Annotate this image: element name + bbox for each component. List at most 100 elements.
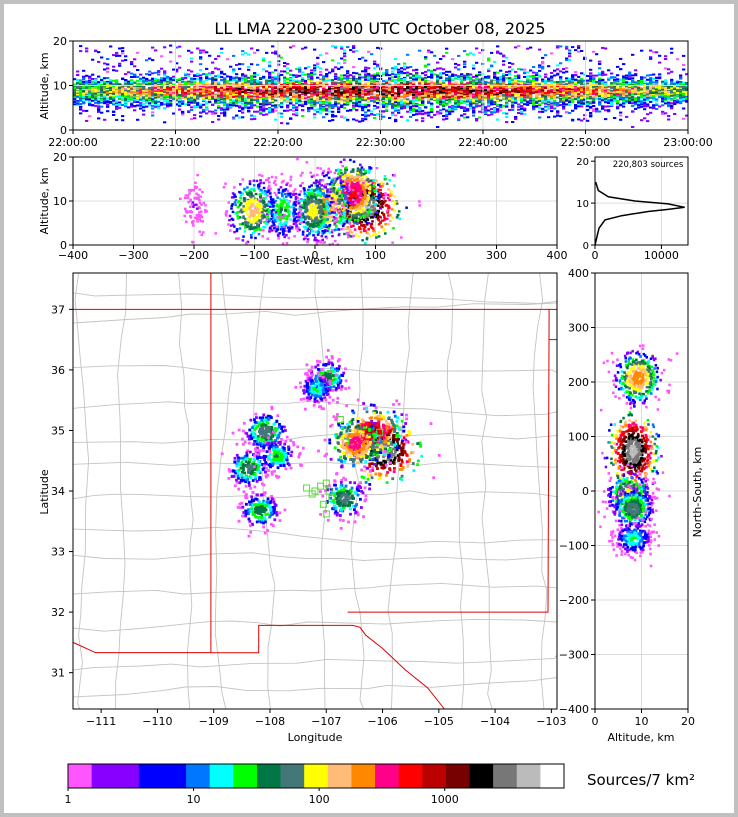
map-ytick-label: 35 [51, 424, 65, 437]
map-ytick-label: 34 [51, 485, 65, 498]
map-ytick-label: 32 [51, 606, 65, 619]
station-marker [322, 479, 330, 487]
map-xtick-label: −103 [536, 715, 566, 728]
ew-ylabel: Altitude, km [38, 167, 51, 234]
hist-ytick-label: 20 [576, 157, 589, 168]
station-marker [319, 500, 327, 508]
colorbar-tick-label: 1000 [431, 793, 459, 806]
state-boundaries [72, 273, 557, 710]
station-marker [328, 494, 336, 502]
time-xticks: 22:00:00 22:10:00 22:20:00 22:30:00 22:40:00… [48, 130, 713, 149]
ew-altitude-panel: Altitude, km East-West, km 0 10 20 −400 −30… [38, 151, 568, 267]
ns-density-field [597, 344, 679, 568]
ew-xtick-label: −300 [118, 249, 148, 262]
ew-yticks: 0 10 20 [53, 151, 73, 252]
map-xlabel: Longitude [288, 731, 343, 744]
ns-ytick-label: 100 [568, 431, 589, 444]
station-marker [373, 434, 381, 442]
time-ytick-label: 10 [53, 80, 67, 93]
station-marker [322, 510, 330, 518]
colorbar-cell [516, 764, 541, 788]
map-yticks: 31 32 33 34 35 36 37 [51, 303, 73, 680]
colorbar-cell [233, 764, 258, 788]
colorbar-cell [115, 764, 140, 788]
ns-xtick-label: 0 [592, 715, 599, 728]
hist-panel-border [594, 156, 689, 246]
colorbar-cell [138, 764, 163, 788]
colorbar-cell [327, 764, 352, 788]
ew-ytick-label: 10 [53, 195, 67, 208]
ew-xtick-label: 400 [547, 249, 568, 262]
altitude-histogram-panel: 220,803 sources 0 10 20 0 10000 [576, 156, 689, 262]
ew-xtick-label: −100 [239, 249, 269, 262]
map-ytick-label: 33 [51, 546, 65, 559]
ns-altitude-panel: Altitude, km North-South, km 40030020010… [559, 267, 704, 744]
colorbar-cell [256, 764, 281, 788]
histogram-curve [594, 181, 685, 246]
colorbar-cell [422, 764, 447, 788]
ns-ytick-label: 200 [568, 376, 589, 389]
ns-ytick-label: 400 [568, 267, 589, 280]
mexico-border [72, 641, 211, 654]
colorbar-cell [91, 764, 116, 788]
time-xtick-label: 22:40:00 [458, 136, 507, 149]
colorbar: 1 10 100 1000 Sources/7 km² [65, 763, 695, 806]
map-xtick-label: −106 [367, 715, 397, 728]
ns-xlabel: Altitude, km [607, 731, 674, 744]
time-xtick-label: 23:00:00 [663, 136, 712, 149]
ns-ytick-label: −200 [559, 594, 589, 607]
ns-ytick-label: 300 [568, 322, 589, 335]
time-ylabel: Altitude, km [38, 52, 51, 119]
ew-xticks: −400 −300 −200 −100 0 100 200 300 400 [58, 245, 568, 262]
station-marker [336, 416, 344, 423]
ns-ytick-label: −100 [559, 540, 589, 553]
time-xtick-label: 22:30:00 [356, 136, 405, 149]
map-xtick-label: −109 [199, 715, 229, 728]
lma-stations [303, 416, 384, 518]
map-xtick-label: −108 [255, 715, 285, 728]
time-ytick-label: 0 [60, 124, 67, 137]
map-xtick-label: −110 [142, 715, 172, 728]
map-xtick-label: −104 [480, 715, 510, 728]
colorbar-tick-label: 10 [187, 793, 201, 806]
time-altitude-panel: Altitude, km 0 10 20 22:00:00 22:10:00 22:20… [38, 35, 713, 149]
hist-xtick-label: 0 [592, 249, 599, 262]
station-marker [325, 487, 333, 495]
time-grid [73, 41, 688, 130]
ew-xtick-label: 300 [486, 249, 507, 262]
map-xtick-label: −111 [86, 715, 116, 728]
ew-xtick-label: 100 [365, 249, 386, 262]
colorbar-cell [493, 764, 518, 788]
colorbar-label: Sources/7 km² [587, 771, 695, 789]
hist-ytick-label: 10 [576, 199, 589, 210]
colorbar-cell [162, 764, 187, 788]
map-density-field [220, 349, 441, 538]
map-ylabel: Latitude [38, 469, 51, 515]
county-boundaries [72, 272, 558, 710]
map-xticks: −111 −110 −109 −108 −107 −106 −105 −104 −103 [86, 709, 566, 728]
hist-ytick-label: 0 [583, 241, 589, 252]
colorbar-cell [375, 764, 399, 788]
colorbar-cell [209, 764, 234, 788]
hist-grid [595, 157, 688, 245]
time-ytick-label: 20 [53, 35, 67, 48]
ew-xtick-label: 0 [312, 249, 319, 262]
ns-ylabel: North-South, km [691, 447, 704, 538]
ns-xtick-label: 20 [681, 715, 695, 728]
hist-xtick-label: 10000 [644, 249, 679, 262]
ns-yticks: 400 300 200 100 0 −100 −200 −300 −400 [559, 267, 595, 716]
lma-figure: LL LMA 2200-2300 UTC October 08, 2025 Al… [38, 19, 713, 806]
nm-west-south-border [210, 273, 445, 710]
ew-xtick-label: 200 [426, 249, 447, 262]
ew-xtick-label: −400 [58, 249, 88, 262]
time-xtick-label: 22:00:00 [48, 136, 97, 149]
colorbar-cell [351, 764, 376, 788]
figure-frame: LL LMA 2200-2300 UTC October 08, 2025 Al… [4, 4, 734, 813]
ew-xtick-label: −200 [179, 249, 209, 262]
station-marker [308, 490, 316, 498]
map-ytick-label: 31 [51, 667, 65, 680]
colorbar-cell [68, 764, 92, 788]
ns-xtick-label: 10 [635, 715, 649, 728]
colorbar-border [67, 763, 565, 789]
